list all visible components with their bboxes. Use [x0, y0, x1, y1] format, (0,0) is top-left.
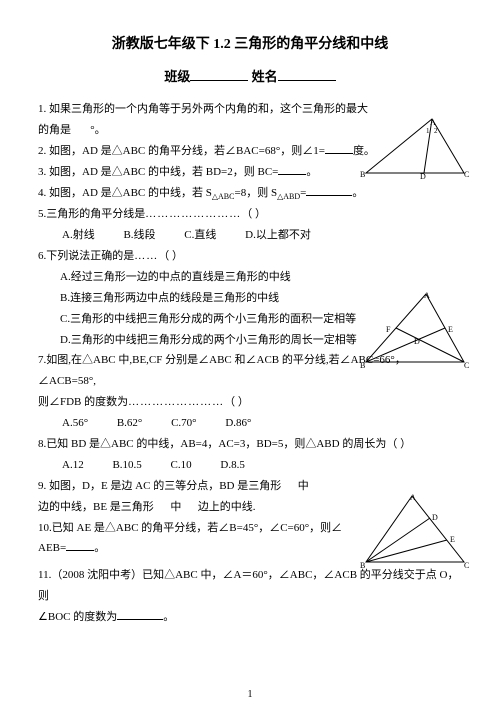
- svg-text:E: E: [450, 535, 455, 544]
- document-title: 浙教版七年级下 1.2 三角形的角平分线和中线: [38, 32, 462, 59]
- svg-text:1: 1: [426, 127, 430, 135]
- q4-blank: [306, 183, 352, 196]
- svg-text:2: 2: [434, 127, 438, 135]
- q7-paren: （ ）: [224, 396, 249, 408]
- q10-blank: [66, 538, 94, 551]
- q10-end: 。: [94, 542, 105, 554]
- q4-text: 4. 如图，AD 是△ABC 的中线，若 S: [38, 187, 212, 199]
- q8-opt-b: B.10.5: [112, 455, 141, 476]
- q5-opt-b: B.线段: [123, 225, 155, 246]
- svg-text:C: C: [464, 361, 469, 370]
- svg-text:B: B: [360, 361, 365, 370]
- q5-opt-c: C.直线: [184, 225, 216, 246]
- svg-text:F: F: [386, 325, 391, 334]
- svg-text:D: D: [420, 172, 426, 181]
- q4-sub2: △ABD: [277, 192, 300, 201]
- q9-text3: 边上的中线.: [198, 501, 256, 513]
- q7-opt-b: B.62°: [117, 413, 143, 434]
- q4-end: 。: [352, 187, 363, 199]
- q5-dots: ……………………: [145, 208, 241, 220]
- q2-text: 2. 如图，AD 是△ABC 的角平分线，若∠BAC=68°，则∠1=: [38, 145, 325, 157]
- q4-mid: =8，则 S: [234, 187, 277, 199]
- q6-dots: ……: [134, 250, 158, 262]
- q7-text: 则∠FDB 的度数为: [38, 396, 128, 408]
- svg-text:A: A: [424, 291, 430, 300]
- q7-opt-a: A.56°: [62, 413, 88, 434]
- q9-text1: 9. 如图，D，E 是边 AC 的三等分点，BD 是三角形: [38, 480, 281, 492]
- q3-end: 。: [306, 166, 317, 178]
- q8-options: A.12 B.10.5 C.10 D.8.5: [38, 455, 462, 476]
- q5: 5.三角形的角平分线是……………………（ ）: [38, 204, 462, 225]
- q9-mid2: 中: [170, 501, 181, 513]
- svg-text:D: D: [432, 513, 438, 522]
- q8-opt-d: D.8.5: [220, 455, 244, 476]
- q5-opt-a: A.射线: [62, 225, 95, 246]
- q9-text2: 边的中线，BE 是三角形: [38, 501, 154, 513]
- q2-blank: [325, 141, 353, 154]
- svg-text:C: C: [464, 561, 469, 570]
- q4-sub1: △ABC: [212, 192, 235, 201]
- q7-dots: ……………………: [128, 396, 224, 408]
- svg-text:A: A: [410, 493, 416, 502]
- svg-text:B: B: [360, 561, 365, 570]
- class-label: 班级: [164, 69, 190, 84]
- figure-3-triangle-icon: A B C D E: [360, 492, 470, 570]
- q5-options: A.射线 B.线段 C.直线 D.以上都不对: [38, 225, 462, 246]
- q5-text: 5.三角形的角平分线是: [38, 208, 145, 220]
- q4: 4. 如图，AD 是△ABC 的中线，若 S△ABC=8，则 S△ABD=。: [38, 183, 462, 204]
- name-label: 姓名: [252, 69, 278, 84]
- q8: 8.已知 BD 是△ABC 的中线，AB=4，AC=3，BD=5，则△ABD 的…: [38, 434, 462, 455]
- svg-text:A: A: [430, 118, 436, 127]
- q6-paren: （ ）: [158, 250, 183, 262]
- q11-text: ∠BOC 的度数为: [38, 611, 117, 623]
- page-number: 1: [0, 689, 500, 700]
- q11-line2: ∠BOC 的度数为 。: [38, 607, 462, 628]
- q7-options: A.56° B.62° C.70° D.86°: [38, 413, 462, 434]
- name-blank: [278, 68, 336, 81]
- q6: 6.下列说法正确的是……（ ）: [38, 246, 462, 267]
- q11-line1: 11.（2008 沈阳中考）已知△ABC 中，∠A＝60°，∠ABC，∠ACB …: [38, 565, 462, 607]
- q10-text: AEB=: [38, 542, 66, 554]
- q8-opt-a: A.12: [62, 455, 84, 476]
- q1-text: 的角是: [38, 124, 71, 136]
- q3-blank: [278, 162, 306, 175]
- q1-period: 。: [95, 124, 106, 136]
- svg-text:D: D: [414, 337, 420, 346]
- class-blank: [190, 68, 248, 81]
- q6-text: 6.下列说法正确的是: [38, 250, 134, 262]
- figure-2-triangle-icon: A B C F E D: [360, 290, 470, 370]
- svg-text:E: E: [448, 325, 453, 334]
- q9-mid: 中: [298, 480, 309, 492]
- q11-blank: [117, 607, 163, 620]
- q11-end: 。: [163, 611, 174, 623]
- svg-text:C: C: [464, 170, 469, 179]
- subline: 班级 姓名: [38, 65, 462, 90]
- q7-line2: 则∠FDB 的度数为……………………（ ）: [38, 392, 462, 413]
- q3-text: 3. 如图，AD 是△ABC 的中线，若 BD=2，则 BC=: [38, 166, 278, 178]
- svg-text:B: B: [360, 170, 365, 179]
- q5-opt-d: D.以上都不对: [245, 225, 311, 246]
- q8-opt-c: C.10: [171, 455, 192, 476]
- q7-opt-d: D.86°: [225, 413, 251, 434]
- figure-1-triangle-icon: A B C D 1 2: [360, 115, 470, 181]
- q7-opt-c: C.70°: [171, 413, 197, 434]
- q6-opt-a: A.经过三角形一边的中点的直线是三角形的中线: [38, 267, 462, 288]
- q5-paren: （ ）: [241, 208, 266, 220]
